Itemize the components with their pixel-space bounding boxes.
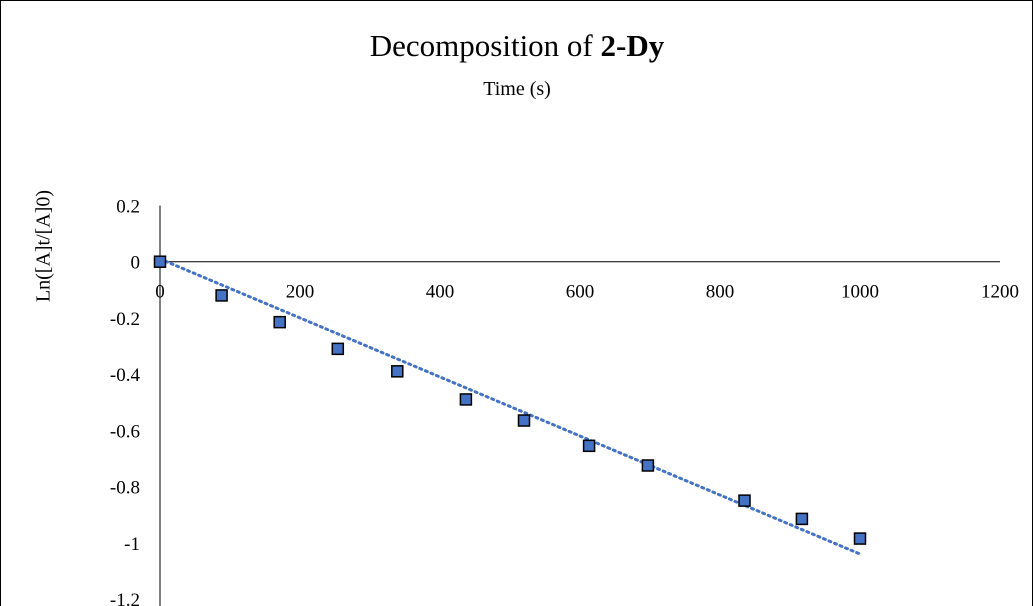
y-tick-label: -0.6: [110, 421, 140, 442]
x-tick-label: 1000: [841, 282, 879, 303]
chart-title-compound: 2-Dy: [600, 28, 665, 63]
x-tick-label: 0: [155, 282, 165, 303]
chart-title: Decomposition of 2-Dy: [0, 28, 1034, 64]
data-point: [331, 342, 345, 356]
data-point: [215, 289, 228, 302]
data-point: [391, 365, 404, 378]
data-point: [273, 315, 286, 329]
data-point: [641, 459, 655, 472]
y-tick-label: 0: [131, 253, 141, 274]
y-tick-label: -0.4: [110, 365, 141, 386]
data-point: [795, 512, 809, 526]
y-tick-label: -1: [124, 534, 140, 555]
data-point: [517, 414, 531, 427]
data-point: [738, 494, 751, 507]
x-tick-label: 200: [286, 282, 315, 303]
x-tick-label: 600: [566, 282, 595, 303]
x-tick-label: 800: [706, 282, 735, 303]
y-tick-label: -1.2: [110, 590, 140, 606]
data-point: [582, 439, 596, 453]
x-axis-label: Time (s): [483, 78, 551, 100]
y-tick-label: -0.2: [110, 309, 140, 330]
trendline: [158, 257, 862, 556]
data-point: [459, 393, 473, 406]
data-point: [853, 532, 867, 545]
chart-title-text: Decomposition of: [369, 28, 593, 63]
y-tick-label: 0.2: [116, 197, 140, 218]
x-tick-label: 1200: [981, 282, 1019, 303]
x-tick-label: 400: [426, 282, 455, 303]
data-point: [153, 255, 167, 268]
y-tick-label: -0.8: [110, 478, 140, 499]
